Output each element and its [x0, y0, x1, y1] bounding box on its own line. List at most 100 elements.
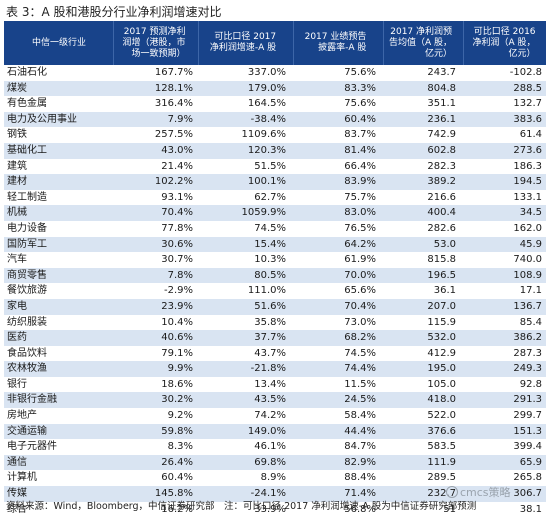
cell-profit-2016: 740.0 — [513, 254, 542, 266]
cell-industry: 医药 — [7, 332, 27, 344]
cell-profit-2017-mean: 804.8 — [427, 82, 456, 94]
cell-disclosure-rate: 74.5% — [344, 347, 376, 359]
cell-profit-2016: 265.8 — [513, 472, 542, 484]
cell-profit-2016: 287.3 — [513, 347, 542, 359]
cell-hk-forecast-growth: 16.2% — [161, 503, 193, 515]
table-row: 石油石化 167.7% 337.0% 75.6% 243.7 -102.8 — [4, 65, 546, 81]
cell-profit-2017-mean: 105.0 — [427, 378, 456, 390]
header-industry: 中信一级行业 — [4, 21, 114, 65]
cell-a-share-growth: -21.8% — [250, 363, 286, 375]
table-row: 餐饮旅游 -2.9% 111.0% 65.6% 36.1 17.1 — [4, 283, 546, 299]
cell-hk-forecast-growth: 7.8% — [167, 269, 193, 281]
cell-industry: 有色金属 — [7, 98, 47, 110]
cell-hk-forecast-growth: -2.9% — [163, 285, 193, 297]
table-row: 有色金属 316.4% 164.5% 75.6% 351.1 132.7 — [4, 96, 546, 112]
cell-profit-2017-mean: 602.8 — [427, 144, 456, 156]
cell-profit-2016: 399.4 — [513, 441, 542, 453]
cell-disclosure-rate: 83.3% — [344, 82, 376, 94]
cell-profit-2017-mean: 532.0 — [427, 332, 456, 344]
cell-hk-forecast-growth: 77.8% — [161, 222, 193, 234]
table-row: 建材 102.2% 100.1% 83.9% 389.2 194.5 — [4, 174, 546, 190]
cell-hk-forecast-growth: 60.4% — [161, 472, 193, 484]
cell-industry: 计算机 — [7, 472, 37, 484]
cell-hk-forecast-growth: 23.9% — [161, 300, 193, 312]
header-hk-forecast-growth: 2017 预测净利 润增（港股，市 场一致预期） — [114, 21, 199, 65]
cell-hk-forecast-growth: 30.7% — [161, 254, 193, 266]
cell-industry: 电子元器件 — [7, 441, 57, 453]
cell-hk-forecast-growth: 21.4% — [161, 160, 193, 172]
cell-a-share-growth: 1109.6% — [241, 129, 287, 141]
cell-profit-2017-mean: 418.0 — [427, 394, 456, 406]
cell-industry: 电力设备 — [7, 222, 47, 234]
cell-industry: 钢铁 — [7, 129, 27, 141]
cell-a-share-growth: 149.0% — [247, 425, 286, 437]
cell-hk-forecast-growth: 145.8% — [154, 488, 193, 500]
table-body: 石油石化 167.7% 337.0% 75.6% 243.7 -102.8 煤炭 128.1%… — [4, 65, 546, 517]
cell-industry: 机械 — [7, 207, 27, 219]
cell-profit-2016: 17.1 — [519, 285, 542, 297]
table-row: 电力设备 77.8% 74.5% 76.5% 282.6 162.0 — [4, 220, 546, 237]
cell-a-share-growth: 179.0% — [247, 82, 286, 94]
cell-industry: 食品饮料 — [7, 347, 47, 359]
cell-profit-2016: 92.8 — [519, 378, 542, 390]
cell-profit-2017-mean: 232.7 — [427, 488, 456, 500]
cell-a-share-growth: 100.1% — [247, 176, 286, 188]
cell-disclosure-rate: 83.0% — [344, 207, 376, 219]
table-row: 家电 23.9% 51.6% 70.4% 207.0 136.7 — [4, 298, 546, 315]
cell-industry: 交通运输 — [7, 425, 47, 437]
cell-disclosure-rate: 58.4% — [344, 410, 376, 422]
table-row: 房地产 9.2% 74.2% 58.4% 522.0 299.7 — [4, 408, 546, 424]
table-header: 中信一级行业 2017 预测净利 润增（港股，市 场一致预期） 可比口径 201… — [4, 21, 546, 65]
cell-a-share-growth: 43.7% — [254, 347, 286, 359]
table-row: 银行 18.6% 13.4% 11.5% 105.0 92.8 — [4, 376, 546, 393]
cell-a-share-growth: 74.2% — [254, 410, 286, 422]
cell-hk-forecast-growth: 18.6% — [161, 378, 193, 390]
header-disclosure-rate: 2017 业绩预告 披露率-A 股 — [294, 21, 384, 65]
cell-profit-2016: 273.6 — [513, 144, 542, 156]
cell-profit-2017-mean: 815.8 — [427, 254, 456, 266]
cell-hk-forecast-growth: 40.6% — [161, 332, 193, 344]
cell-hk-forecast-growth: 167.7% — [154, 67, 193, 78]
cell-disclosure-rate: 24.5% — [344, 394, 376, 406]
cell-profit-2016: 132.7 — [513, 98, 542, 110]
cell-industry: 石油石化 — [7, 67, 47, 78]
cell-a-share-growth: 51.5% — [254, 160, 286, 172]
cell-profit-2016: 299.7 — [513, 410, 542, 422]
cell-a-share-growth: -38.4% — [250, 113, 286, 125]
cell-industry: 建筑 — [7, 160, 27, 172]
cell-disclosure-rate: 65.6% — [344, 285, 376, 297]
cell-a-share-growth: 13.4% — [254, 378, 286, 390]
watermark-text: cmcs策略 — [460, 486, 511, 499]
cell-profit-2016: -102.8 — [509, 67, 542, 78]
watermark: cmcs策略 — [446, 484, 511, 500]
cell-disclosure-rate: 75.6% — [344, 67, 376, 78]
table-row: 通信 26.4% 69.8% 82.9% 111.9 65.9 — [4, 454, 546, 471]
table-row: 传媒 145.8% -24.1% 71.4% 232.7 306.7 — [4, 486, 546, 502]
cell-disclosure-rate: 83.9% — [344, 176, 376, 188]
cell-hk-forecast-growth: 59.8% — [161, 425, 193, 437]
cell-hk-forecast-growth: 30.6% — [161, 238, 193, 250]
cell-profit-2017-mean: 236.1 — [427, 113, 456, 125]
cell-industry: 银行 — [7, 378, 27, 390]
cell-profit-2017-mean: 400.4 — [427, 207, 456, 219]
cell-disclosure-rate: 56.8% — [344, 503, 376, 515]
cell-profit-2017-mean: 196.5 — [427, 269, 456, 281]
cell-profit-2017-mean: 216.6 — [427, 191, 456, 203]
table-row: 国防军工 30.6% 15.4% 64.2% 53.0 45.9 — [4, 236, 546, 253]
wechat-icon — [446, 486, 458, 498]
cell-profit-2016: 291.3 — [513, 394, 542, 406]
cell-profit-2017-mean: 207.0 — [427, 300, 456, 312]
cell-a-share-growth: 51.6% — [254, 300, 286, 312]
cell-industry: 国防军工 — [7, 238, 47, 250]
cell-profit-2016: 151.3 — [513, 425, 542, 437]
cell-hk-forecast-growth: 9.9% — [167, 363, 193, 375]
cell-profit-2017-mean: 376.6 — [427, 425, 456, 437]
cell-hk-forecast-growth: 93.1% — [161, 191, 193, 203]
cell-profit-2016: 38.1 — [519, 503, 542, 515]
cell-hk-forecast-growth: 316.4% — [154, 98, 193, 110]
table-row: 计算机 60.4% 8.9% 88.4% 289.5 265.8 — [4, 470, 546, 487]
cell-a-share-growth: 120.3% — [247, 144, 286, 156]
cell-disclosure-rate: 88.4% — [344, 472, 376, 484]
cell-profit-2016: 383.6 — [513, 113, 542, 125]
cell-disclosure-rate: 64.2% — [344, 238, 376, 250]
